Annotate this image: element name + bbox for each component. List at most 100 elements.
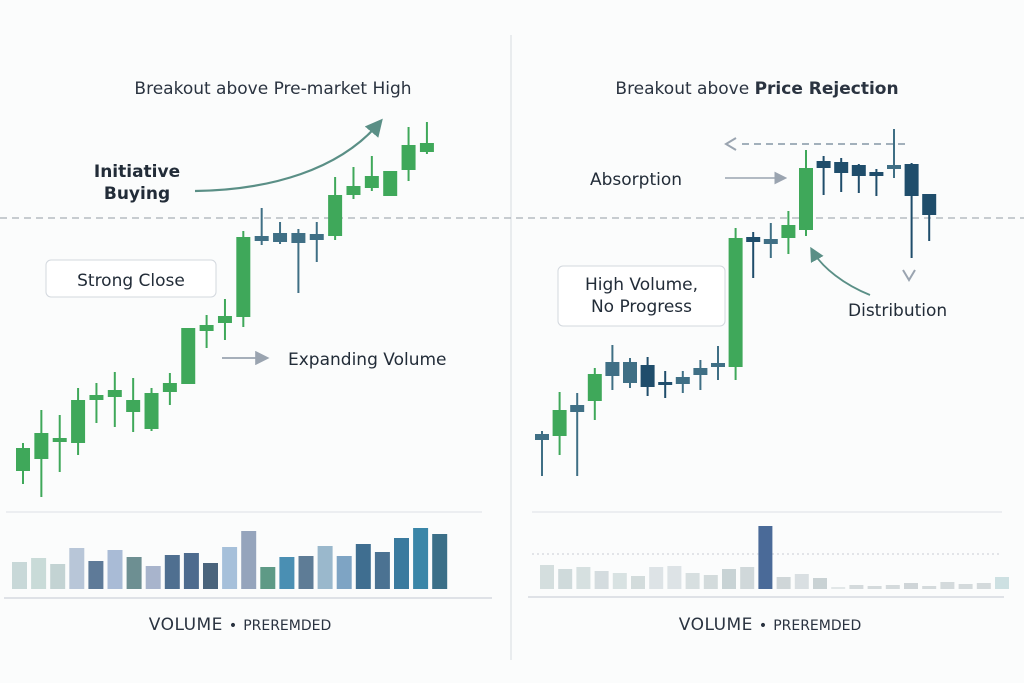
- candle-body: [799, 168, 813, 230]
- annotation-distribution: Distribution: [848, 301, 947, 321]
- volume-bar: [222, 547, 238, 589]
- left-candles: [16, 122, 434, 497]
- candle-body: [419, 143, 434, 152]
- candle-body: [181, 328, 196, 384]
- volume-bar: [69, 548, 85, 589]
- candle-body: [904, 164, 919, 196]
- volume-bar: [685, 573, 700, 589]
- volume-bar: [88, 561, 104, 589]
- high-volume-box: [557, 265, 726, 327]
- annotation-initiative-buying-wrap: Initiative Buying: [93, 162, 181, 204]
- volume-bar: [612, 573, 627, 589]
- candle: [869, 169, 884, 196]
- volume-bar: [374, 552, 390, 589]
- candle: [217, 299, 232, 340]
- candle: [401, 127, 416, 181]
- candle: [552, 392, 567, 455]
- candle: [71, 388, 86, 455]
- candle-body: [834, 162, 849, 173]
- volume-bar: [594, 571, 609, 589]
- volume-bar: [260, 567, 276, 589]
- volume-bar: [995, 577, 1009, 589]
- volume-bar: [631, 576, 645, 589]
- volume-bar: [813, 578, 827, 589]
- annotation-expanding-volume: Expanding Volume: [288, 350, 447, 370]
- volume-bar: [740, 567, 755, 589]
- candle: [236, 231, 251, 327]
- volume-bar: [107, 550, 123, 589]
- candle: [535, 431, 549, 476]
- volume-bar: [776, 577, 791, 589]
- volume-bar: [12, 562, 27, 589]
- volume-bar: [298, 556, 314, 589]
- candle-body: [273, 233, 288, 242]
- candle-body: [71, 400, 86, 443]
- candle: [52, 415, 67, 472]
- candle: [34, 410, 49, 497]
- volume-bar: [203, 563, 218, 589]
- candle: [851, 164, 866, 193]
- candle: [199, 315, 214, 348]
- volume-bar: [649, 567, 664, 589]
- candle-body: [144, 393, 159, 429]
- candle: [746, 232, 761, 278]
- candle-body: [291, 233, 306, 243]
- volume-bar: [885, 585, 900, 589]
- candle: [419, 122, 434, 154]
- candle-body: [781, 225, 796, 238]
- volume-bar: [831, 587, 846, 589]
- left-chart-title: Breakout above Pre-market High: [134, 79, 411, 99]
- candle-body: [162, 383, 177, 392]
- candle: [834, 158, 849, 192]
- annotation-high-volume-wrap: High Volume, No Progress: [584, 275, 699, 317]
- right-volume-bars: [540, 526, 1009, 589]
- volume-bar: [576, 567, 591, 589]
- volume-bar: [279, 557, 295, 589]
- candle: [640, 357, 655, 396]
- candle-body: [570, 405, 585, 412]
- candle: [126, 378, 141, 432]
- volume-bar: [355, 544, 371, 589]
- volume-bar: [317, 546, 333, 589]
- volume-bar: [413, 528, 429, 589]
- candle: [346, 167, 361, 199]
- candle-body: [107, 390, 122, 397]
- candle: [693, 360, 708, 390]
- candle-body: [236, 237, 251, 317]
- candle-body: [364, 176, 379, 188]
- candle-body: [746, 237, 761, 242]
- candle-body: [383, 171, 398, 196]
- candle-body: [52, 438, 67, 442]
- candle: [658, 371, 673, 398]
- candle: [328, 177, 343, 240]
- annotation-initiative-buying: Initiative Buying: [93, 162, 181, 204]
- annotation-high-volume-no-progress: High Volume, No Progress: [584, 275, 699, 317]
- volume-bar: [667, 566, 682, 589]
- volume-bar: [241, 531, 257, 589]
- candle-body: [34, 433, 49, 459]
- volume-bar: [703, 575, 718, 589]
- candle: [144, 388, 159, 431]
- volume-bar: [126, 557, 142, 589]
- volume-bar: [722, 569, 736, 589]
- candle: [107, 372, 122, 427]
- candle-body: [693, 368, 708, 375]
- volume-bar: [336, 556, 352, 589]
- volume-bar: [145, 566, 161, 589]
- volume-bar: [922, 586, 937, 589]
- candle: [254, 208, 269, 245]
- volume-bar: [867, 586, 882, 589]
- candle-body: [587, 374, 602, 401]
- candle-body: [309, 234, 324, 240]
- candle: [763, 223, 778, 258]
- candle: [675, 371, 690, 393]
- candle-body: [199, 325, 214, 331]
- candle: [728, 228, 743, 380]
- volume-bar: [794, 574, 809, 589]
- candle: [605, 345, 620, 390]
- candle-body: [816, 161, 831, 168]
- right-volume-label: VOLUME • PREREMDED: [679, 615, 862, 635]
- annotation-strong-close: Strong Close: [77, 271, 185, 291]
- volume-bar: [940, 582, 955, 589]
- candle-body: [126, 400, 141, 412]
